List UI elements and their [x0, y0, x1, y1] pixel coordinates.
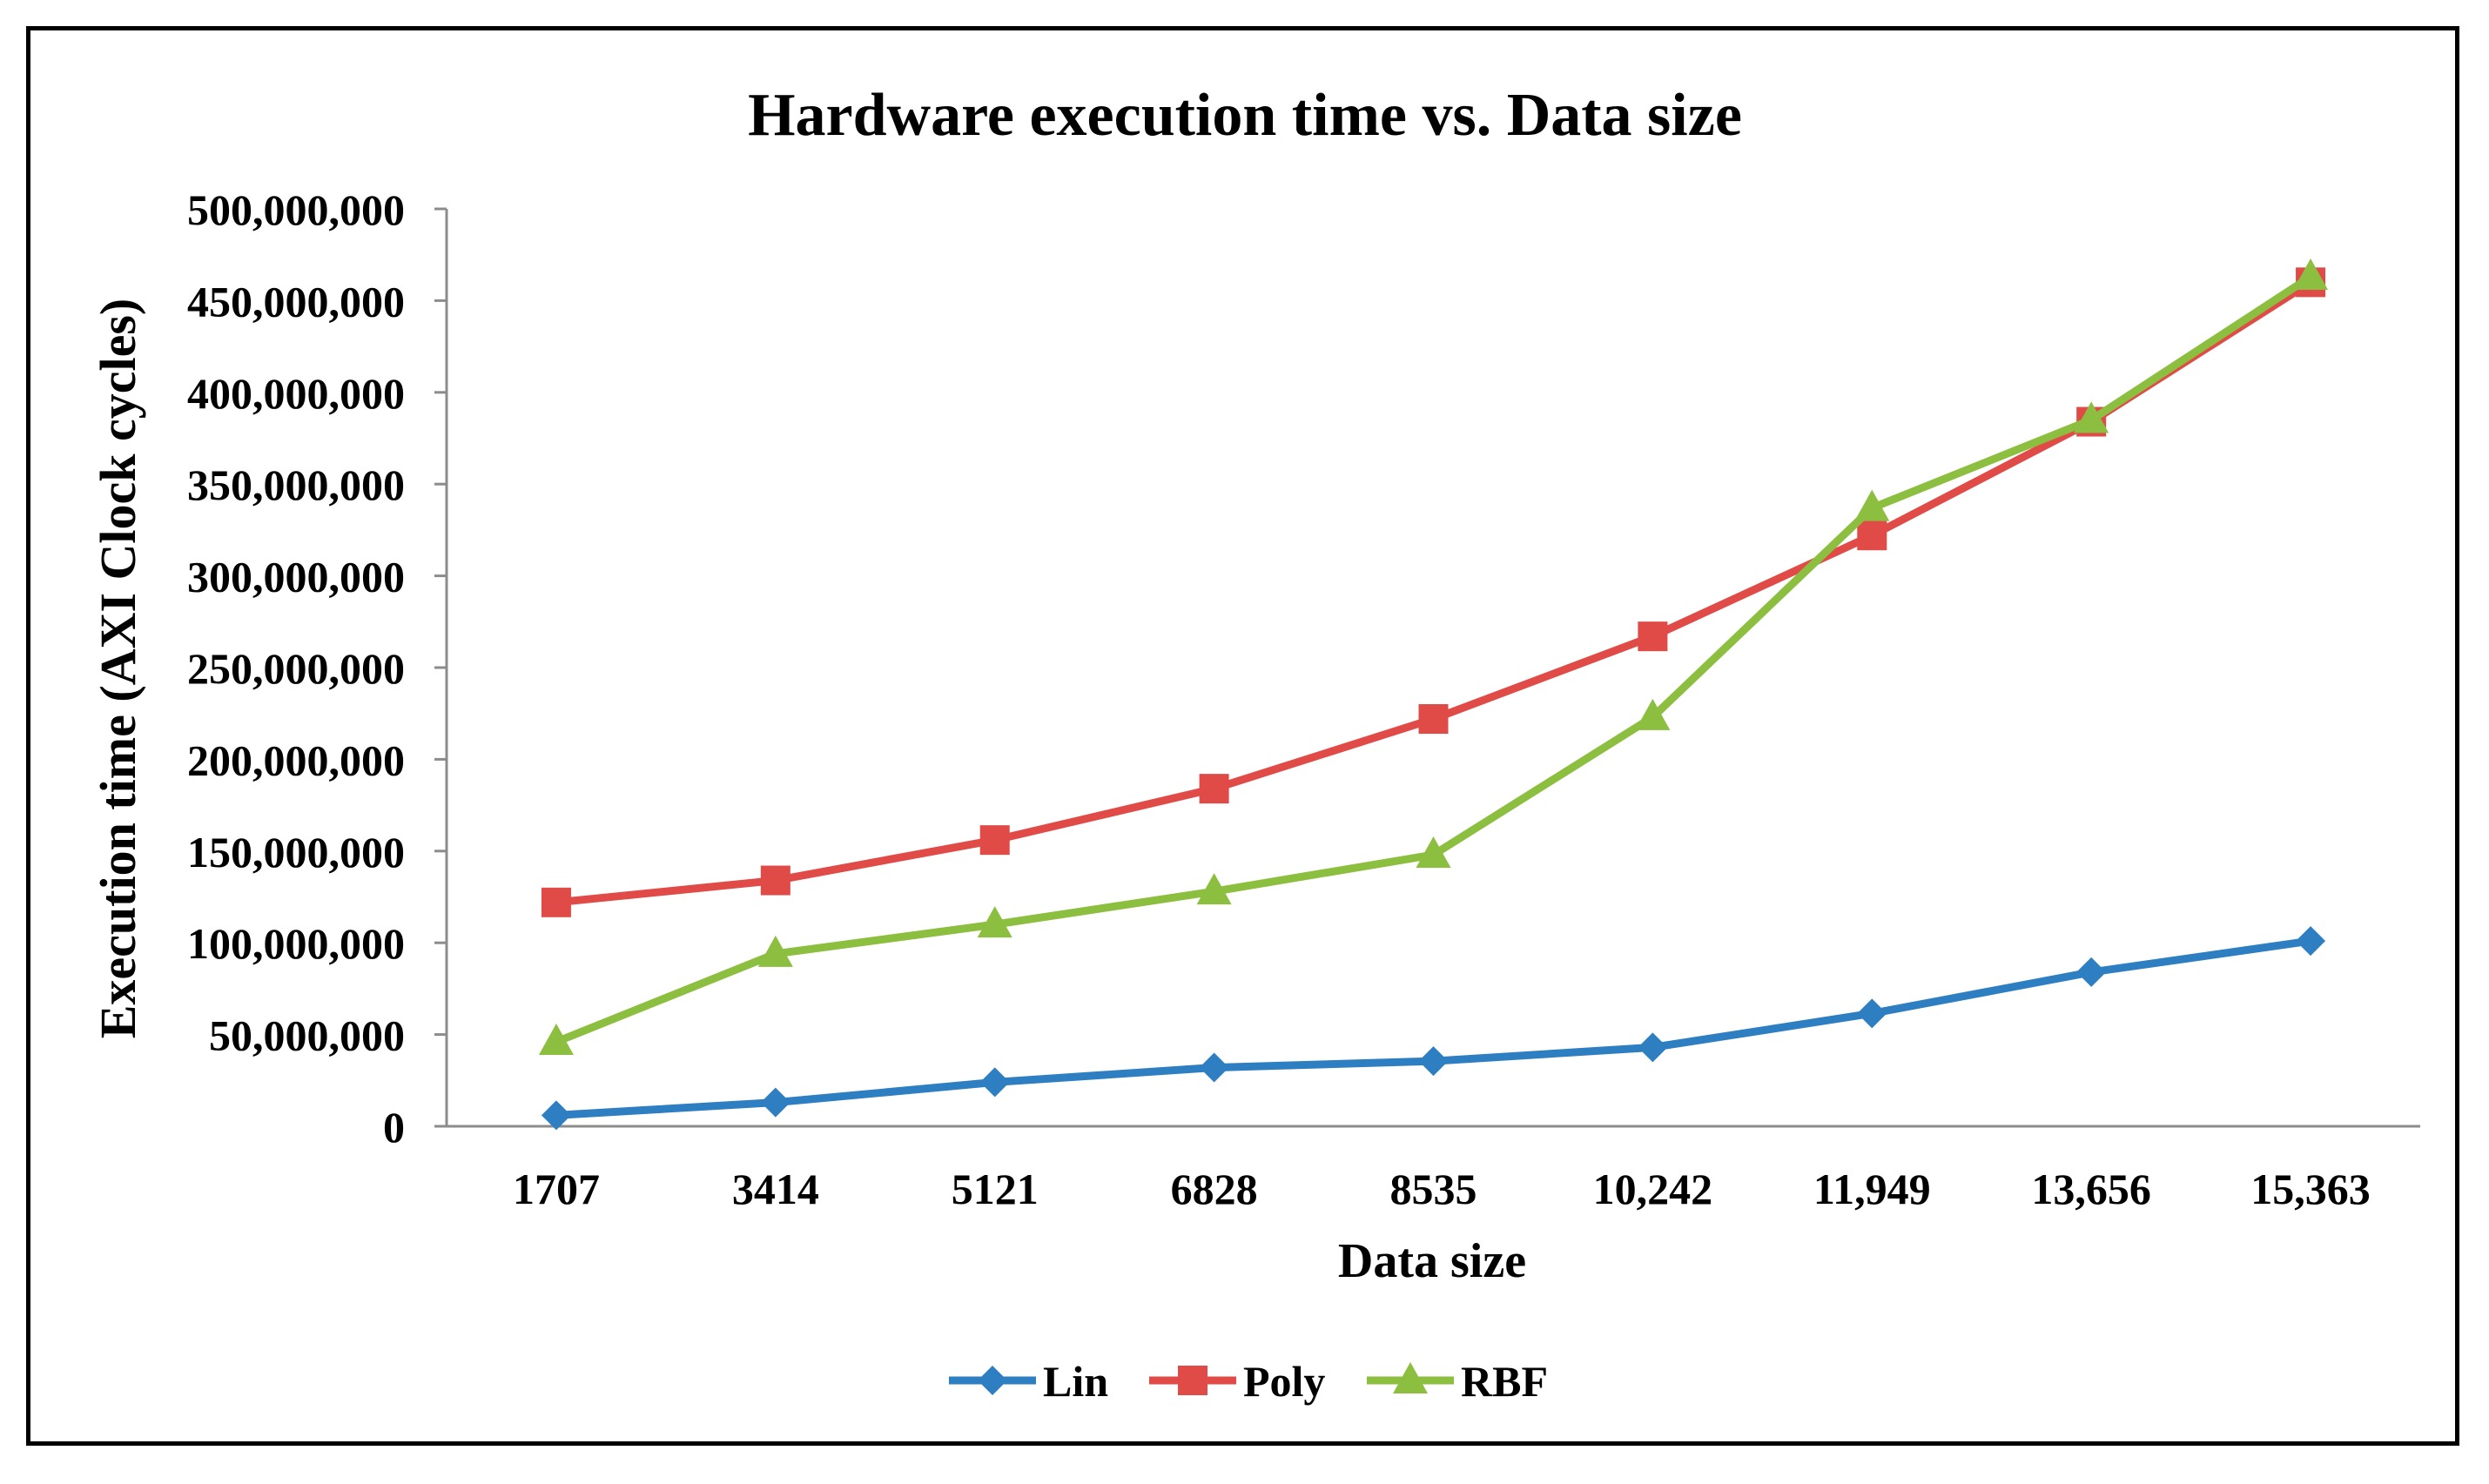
data-point-rbf	[757, 935, 793, 967]
chart-frame	[26, 26, 2459, 1446]
data-point-rbf	[1416, 836, 1451, 869]
x-tick-label: 6828	[1171, 1165, 1258, 1213]
x-axis-label: Data size	[1338, 1234, 1526, 1288]
legend-marker-poly	[1178, 1366, 1208, 1395]
x-tick-label: 11,949	[1813, 1165, 1931, 1213]
legend: Lin Poly RBF	[949, 1357, 1548, 1406]
data-point-rbf	[2293, 258, 2329, 290]
data-point-lin	[1857, 998, 1887, 1029]
x-tick-labels: 1707 3414 5121 6828 8535 10,242 11,949 13,656 15…	[513, 1165, 2371, 1213]
data-point-lin	[2296, 926, 2326, 957]
series-rbf	[538, 258, 2329, 1056]
y-tick-labels: 0 50,000,000 100,000,000 150,000,000 200,000…	[187, 185, 447, 1152]
y-tick-label: 400,000,000	[187, 369, 405, 418]
axes	[445, 209, 2420, 1128]
y-tick-label: 50,000,000	[209, 1011, 405, 1060]
data-point-lin	[1199, 1052, 1229, 1083]
data-point-rbf	[1854, 489, 1890, 521]
y-tick-label: 250,000,000	[187, 644, 405, 693]
legend-marker-rbf	[1393, 1362, 1428, 1393]
x-tick-label: 8535	[1390, 1165, 1477, 1213]
data-point-rbf	[1196, 873, 1232, 905]
y-tick-label: 150,000,000	[187, 828, 405, 876]
chart-title: Hardware execution time vs. Data size	[748, 82, 1742, 149]
legend-label-poly: Poly	[1243, 1357, 1325, 1406]
x-tick-label: 3414	[732, 1165, 819, 1213]
y-tick-label: 500,000,000	[187, 185, 405, 234]
data-point-lin	[979, 1067, 1010, 1098]
legend-label-lin: Lin	[1043, 1357, 1108, 1406]
y-tick-label: 450,000,000	[187, 277, 405, 326]
legend-label-rbf: RBF	[1461, 1357, 1548, 1406]
y-tick-label: 200,000,000	[187, 735, 405, 784]
legend-marker-lin	[978, 1366, 1007, 1395]
data-point-poly	[1418, 704, 1449, 735]
x-tick-label: 5121	[952, 1165, 1039, 1213]
data-point-lin	[1638, 1032, 1668, 1063]
x-tick-label: 15,363	[2250, 1165, 2371, 1213]
x-tick-label: 1707	[513, 1165, 600, 1213]
legend-item-poly: Poly	[1149, 1357, 1325, 1406]
y-tick-label: 100,000,000	[187, 919, 405, 968]
data-point-lin	[541, 1100, 571, 1131]
series-line-rbf	[552, 272, 2315, 1046]
x-tick-label: 10,242	[1593, 1165, 1713, 1213]
data-point-poly	[541, 887, 571, 917]
data-point-rbf	[2074, 401, 2109, 433]
data-point-rbf	[977, 906, 1012, 938]
y-tick-label: 0	[383, 1103, 405, 1152]
data-point-poly	[1199, 774, 1229, 804]
x-tick-label: 13,656	[2031, 1165, 2151, 1213]
y-tick-label: 350,000,000	[187, 460, 405, 509]
series-poly	[541, 267, 2326, 917]
data-point-rbf	[1635, 698, 1671, 730]
data-point-lin	[1418, 1046, 1449, 1077]
y-axis-label: Execution time (AXI Clock cycles)	[90, 299, 146, 1039]
data-point-lin	[2076, 957, 2107, 987]
data-point-lin	[760, 1087, 790, 1118]
data-point-poly	[760, 865, 790, 896]
legend-item-lin: Lin	[949, 1357, 1108, 1406]
series-line-lin	[552, 937, 2315, 1119]
data-point-rbf	[538, 1024, 574, 1056]
legend-item-rbf: RBF	[1367, 1357, 1548, 1406]
data-point-poly	[1857, 520, 1887, 551]
series-layer	[538, 258, 2329, 1131]
data-point-poly	[1638, 621, 1668, 652]
series-line-poly	[552, 278, 2315, 907]
y-tick-label: 300,000,000	[187, 553, 405, 601]
series-lin	[541, 926, 2326, 1131]
data-point-poly	[979, 825, 1010, 856]
